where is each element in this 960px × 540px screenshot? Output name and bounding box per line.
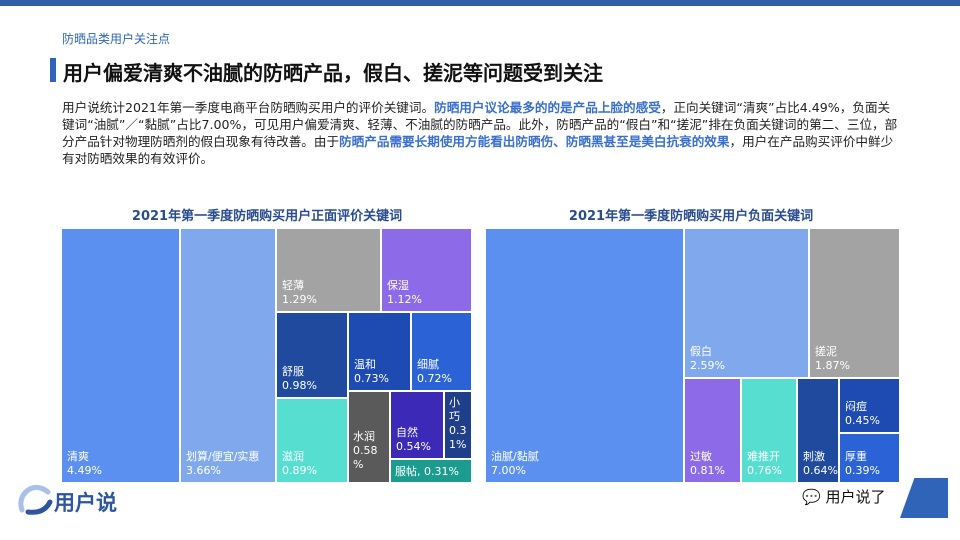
positive-treemap: 清爽 4.49% 划算/便宜/实惠 3.66% 轻薄 1.29% 保湿 1.12% 舒服 0.98… [62, 229, 471, 482]
wechat-account-name: 用户说了 [825, 488, 886, 506]
treemap-cell-0-0 [62, 229, 179, 482]
treemap-cell-0-7 [277, 399, 347, 482]
brand-logo-text: 用户说 [54, 491, 117, 515]
treemap-cell-1-2 [810, 229, 899, 377]
intro-text-2: ，正向关键词“清爽”占比4.49%，负面关键词“油腻”／“黏腻”占比7.00%，… [62, 100, 898, 149]
treemap-cell-1-5 [798, 379, 838, 482]
treemap-label-0-5: 温和 0.73% [354, 358, 389, 385]
top-accent-bar [0, 0, 960, 6]
wechat-watermark: 💬 用户说了 [802, 486, 885, 507]
treemap-label-1-3: 过敏 0.81% [690, 449, 725, 477]
treemap-cell-1-4 [742, 379, 796, 482]
page-title: 用户偏爱清爽不油腻的防晒产品，假白、搓泥等问题受到关注 [63, 61, 603, 85]
treemap-cell-1-1 [685, 229, 808, 377]
intro-text-1: 用户说统计2021年第一季度电商平台防晒购买用户的评价关键词。 [62, 100, 435, 115]
treemap-label-0-6: 细腻 0.72% [417, 358, 452, 385]
treemap-cell-1-7 [840, 434, 899, 482]
treemap-label-0-10: 小巧 0.3 1% [449, 396, 467, 451]
treemap-cell-0-4 [277, 313, 347, 397]
intro-text-3: ，用户在产品购买评价中鲜少有对防晒效果的有效评价。 [62, 134, 894, 166]
negative-chart-title: 2021年第一季度防晒购买用户负面关键词 [568, 209, 814, 224]
treemap-label-1-7: 厚重 0.39% [845, 449, 880, 477]
negative-treemap: 油腻/黏腻 7.00% 假白 2.59% 搓泥 1.87% 过敏 0.81% 难推开 0.76% 刺… [486, 229, 899, 482]
treemap-label-1-4: 难推开 0.76% [747, 449, 782, 477]
treemap-label-0-8: 水润 0.58% [353, 429, 378, 471]
treemap-cell-0-11 [391, 460, 471, 482]
treemap-label-1-5: 刺激 0.64% [803, 449, 838, 477]
brand-logo-icon [18, 484, 53, 515]
treemap-label-1-6: 闷痘 0.45% [845, 399, 880, 427]
treemap-cell-0-10 [445, 392, 471, 458]
treemap-label-0-11: 服帖, 0.31% [395, 465, 459, 478]
treemap-label-1-0: 油腻/黏腻 7.00% [491, 449, 539, 477]
chat-bubbles-icon: 💬 [802, 488, 821, 506]
positive-chart-title: 2021年第一季度防晒购买用户正面评价关键词 [131, 209, 403, 224]
intro-highlight-1: 防晒用户议论最多的的是产品上脸的感受 [434, 100, 661, 115]
treemap-cell-0-8 [349, 392, 389, 482]
treemap-cell-0-5 [349, 313, 410, 390]
treemap-label-1-2: 搓泥 1.87% [815, 344, 850, 372]
treemap-cell-0-6 [412, 313, 471, 390]
treemap-label-0-9: 自然 0.54% [396, 425, 431, 453]
treemap-label-0-1: 划算/便宜/实惠 3.66% [186, 449, 259, 477]
treemap-label-0-3: 保湿 1.12% [387, 278, 422, 306]
treemap-label-0-7: 滋润 0.89% [282, 449, 317, 477]
section-label: 防晒品类用户关注点 [62, 32, 171, 46]
intro-highlight-2: 防晒产品需要长期使用方能看出防晒伤、防晒黑甚至是美白抗衰的效果 [339, 134, 730, 149]
treemap-cell-0-1 [181, 229, 275, 482]
treemap-cell-0-3 [382, 229, 471, 311]
treemap-cell-0-9 [391, 392, 443, 458]
intro-paragraph: 用户说统计2021年第一季度电商平台防晒购买用户的评价关键词。防晒用户议论最多的… [62, 99, 898, 167]
treemap-cell-1-0 [486, 229, 683, 482]
treemap-label-0-2: 轻薄 1.29% [282, 278, 317, 306]
treemap-label-1-1: 假白 2.59% [690, 344, 725, 372]
title-accent-bar [50, 58, 56, 82]
treemap-cell-0-2 [277, 229, 380, 311]
treemap-label-0-0: 清爽 4.49% [67, 450, 102, 477]
treemap-cell-1-3 [685, 379, 740, 482]
treemap-cell-1-6 [840, 379, 899, 432]
treemap-label-0-4: 舒服 0.98% [282, 364, 317, 392]
